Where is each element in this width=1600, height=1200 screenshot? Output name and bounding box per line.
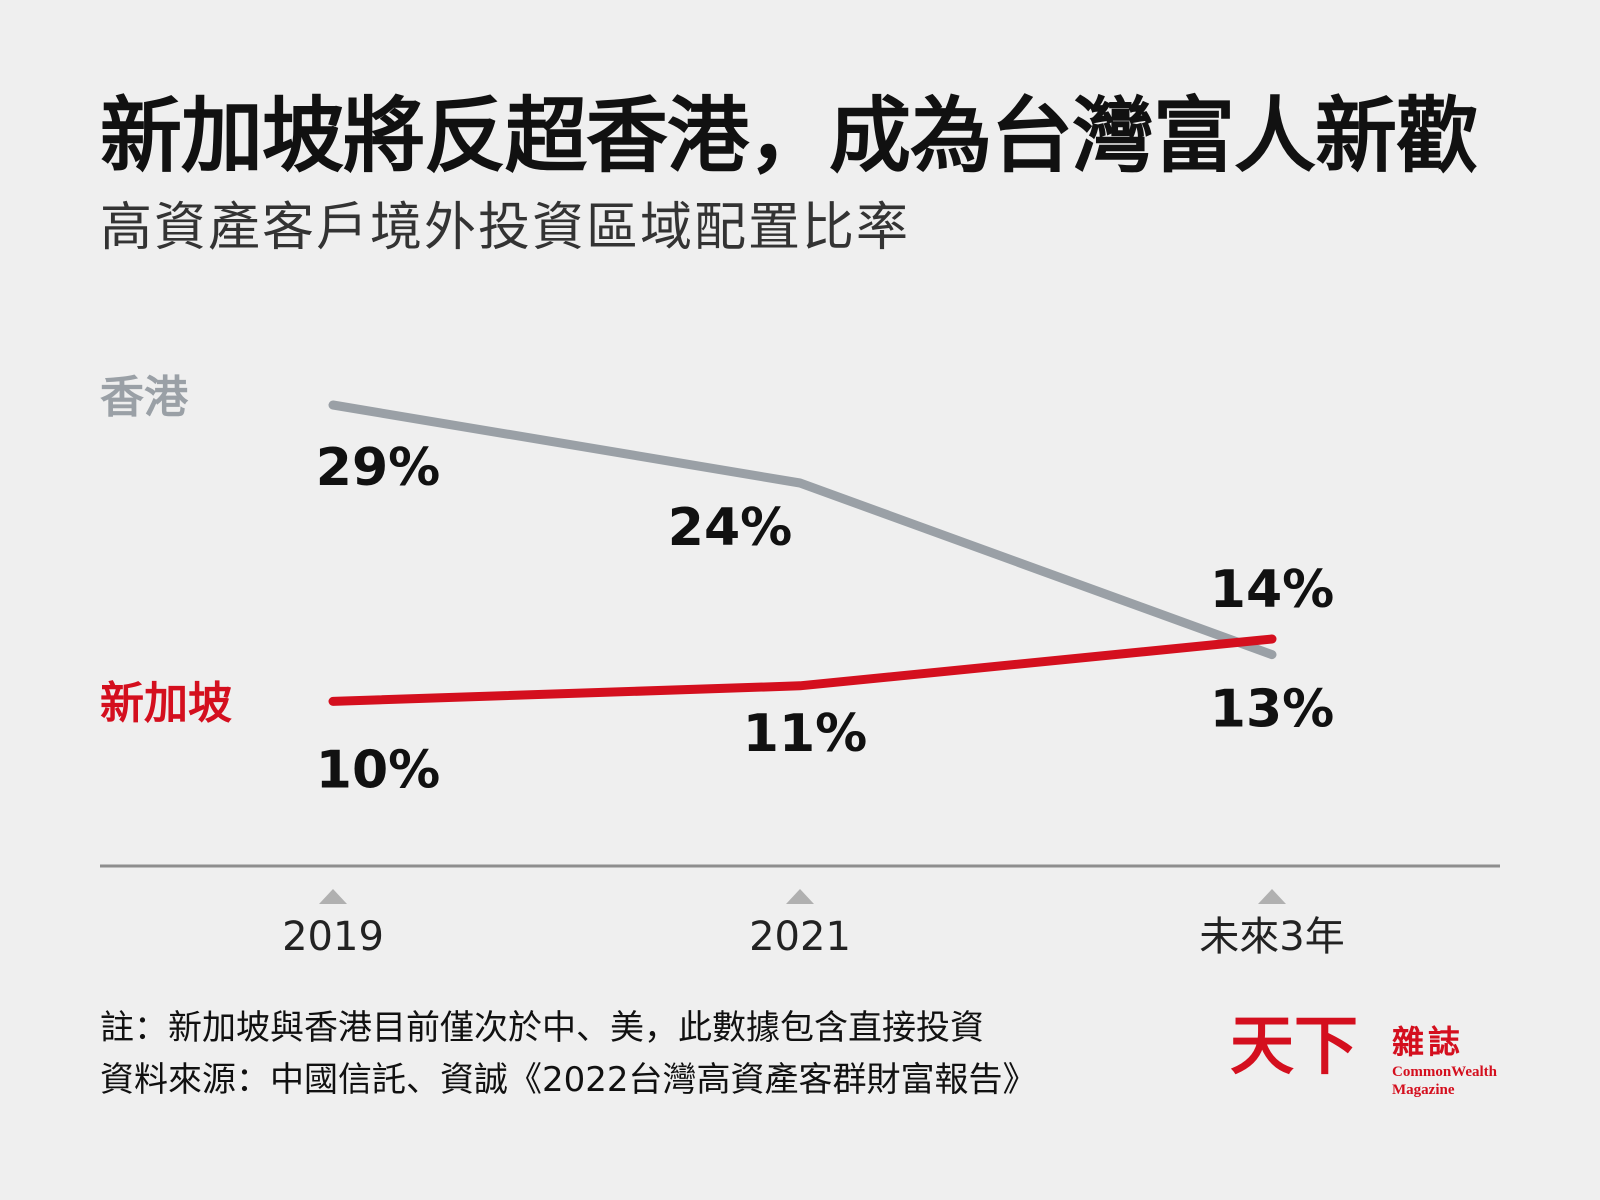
data-label: 29% — [316, 438, 440, 498]
logo-mark: 天下 — [1230, 1009, 1358, 1084]
data-label: 14% — [1210, 560, 1334, 620]
logo-english: CommonWealth Magazine — [1392, 1063, 1497, 1099]
x-tick-label: 2021 — [749, 914, 851, 960]
note-line: 註：新加坡與香港目前僅次於中、美，此數據包含直接投資 — [100, 1008, 984, 1048]
line-chart: 2019 2021 未來3年 29% 24% 13% 香港 10% 11% 14% 新加坡 — [100, 372, 1500, 960]
series-label: 香港 — [100, 372, 189, 423]
footnotes: 註：新加坡與香港目前僅次於中、美，此數據包含直接投資 資料來源：中國信託、資誠《… — [100, 1002, 1037, 1106]
tick-marker — [319, 889, 347, 904]
data-label: 10% — [316, 740, 440, 800]
source-line: 資料來源：中國信託、資誠《2022台灣高資產客群財富報告》 — [100, 1060, 1037, 1100]
logo-chinese: 雜誌 — [1392, 1023, 1465, 1061]
logo-english-line2: Magazine — [1392, 1082, 1455, 1098]
series-line-0 — [328, 400, 1277, 660]
tick-marker — [1258, 889, 1286, 904]
chart-subtitle: 高資產客戶境外投資區域配置比率 — [100, 198, 911, 258]
commonwealth-logo: 天下 雜誌 CommonWealth Magazine — [1230, 1015, 1510, 1105]
x-tick-label: 未來3年 — [1199, 914, 1344, 960]
data-label: 11% — [743, 704, 867, 764]
tick-marker — [786, 889, 814, 904]
data-label: 24% — [668, 498, 792, 558]
x-tick-label: 2019 — [282, 914, 384, 960]
logo-english-line1: CommonWealth — [1392, 1064, 1497, 1080]
series-line-1 — [328, 634, 1277, 706]
series-label: 新加坡 — [100, 678, 232, 729]
data-label: 13% — [1210, 680, 1334, 740]
chart-title: 新加坡將反超香港，成為台灣富人新歡 — [100, 89, 1478, 184]
